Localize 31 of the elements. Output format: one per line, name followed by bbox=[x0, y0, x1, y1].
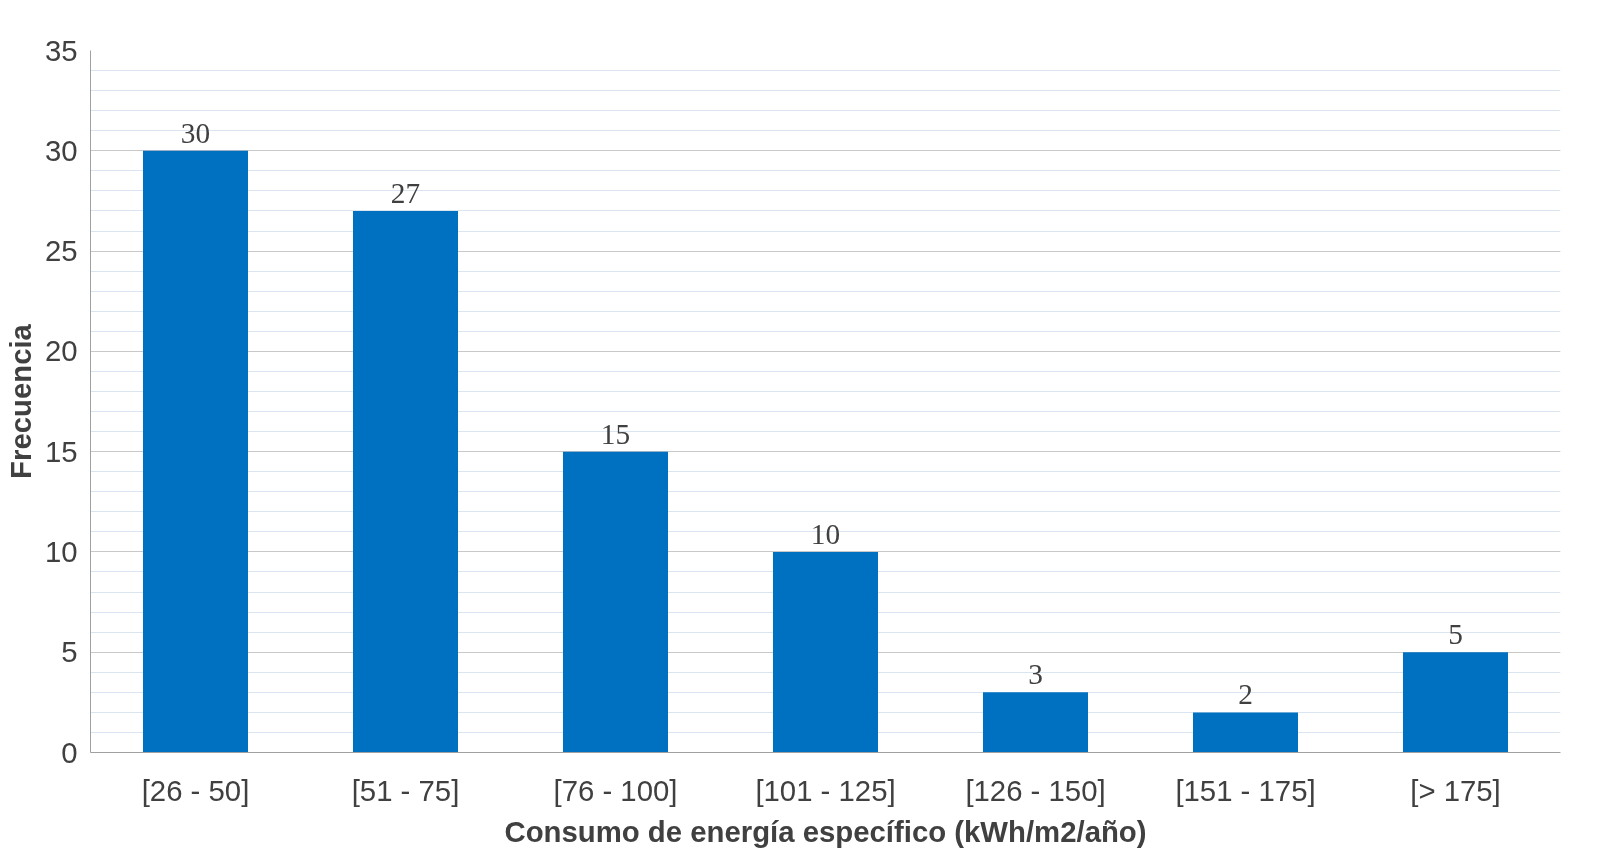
data-label: 2 bbox=[1238, 678, 1253, 711]
data-label: 5 bbox=[1448, 618, 1463, 651]
bar bbox=[143, 150, 248, 753]
bar bbox=[563, 451, 668, 753]
y-tick-label: 15 bbox=[44, 434, 78, 468]
data-label: 10 bbox=[810, 517, 841, 550]
y-tick-label: 35 bbox=[44, 33, 78, 67]
x-tick-label: [> 175] bbox=[1410, 773, 1501, 807]
data-label: 3 bbox=[1028, 658, 1043, 691]
x-tick-label: [101 - 125] bbox=[755, 773, 896, 807]
data-label: 30 bbox=[180, 116, 211, 149]
y-axis-title: Frecuencia bbox=[3, 323, 37, 479]
y-tick-label: 0 bbox=[61, 735, 78, 769]
y-tick-label: 10 bbox=[44, 534, 78, 568]
y-tick-label: 25 bbox=[44, 234, 78, 268]
bar bbox=[983, 692, 1088, 753]
y-tick-label: 5 bbox=[61, 635, 78, 669]
x-tick-label: [151 - 175] bbox=[1175, 773, 1316, 807]
y-tick-label: 20 bbox=[44, 334, 78, 368]
bar bbox=[1403, 652, 1508, 753]
bar bbox=[353, 210, 458, 753]
x-tick-label: [126 - 150] bbox=[965, 773, 1106, 807]
bar bbox=[1193, 712, 1298, 753]
x-tick-label: [51 - 75] bbox=[351, 773, 460, 807]
data-label: 27 bbox=[390, 176, 421, 209]
bar bbox=[773, 551, 878, 753]
x-tick-label: [76 - 100] bbox=[553, 773, 678, 807]
data-label: 15 bbox=[600, 417, 631, 450]
y-tick-label: 30 bbox=[44, 133, 78, 167]
x-axis-title: Consumo de energía específico (kWh/m2/año) bbox=[504, 814, 1147, 848]
x-tick-label: [26 - 50] bbox=[141, 773, 250, 807]
